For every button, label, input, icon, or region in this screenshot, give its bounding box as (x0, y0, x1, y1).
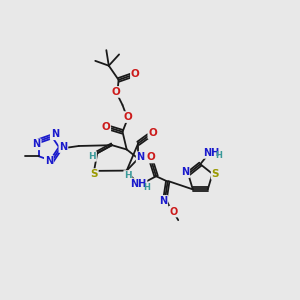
Text: N: N (33, 139, 41, 149)
Text: H: H (143, 183, 150, 192)
Text: H: H (215, 151, 222, 160)
Text: NH: NH (130, 179, 147, 189)
Text: H: H (124, 171, 132, 180)
Text: NH: NH (203, 148, 219, 158)
Text: O: O (101, 122, 110, 132)
Text: N: N (136, 152, 145, 162)
Text: N: N (59, 142, 68, 152)
Text: O: O (169, 207, 177, 217)
Text: N: N (181, 167, 189, 177)
Text: S: S (212, 169, 219, 179)
Text: O: O (148, 128, 157, 138)
Text: N: N (51, 129, 59, 139)
Text: N: N (45, 156, 53, 166)
Text: S: S (90, 169, 98, 179)
Text: O: O (131, 69, 140, 79)
Text: O: O (147, 152, 156, 163)
Text: N: N (159, 196, 167, 206)
Text: H: H (88, 152, 96, 161)
Text: O: O (124, 112, 133, 122)
Text: O: O (112, 87, 121, 97)
